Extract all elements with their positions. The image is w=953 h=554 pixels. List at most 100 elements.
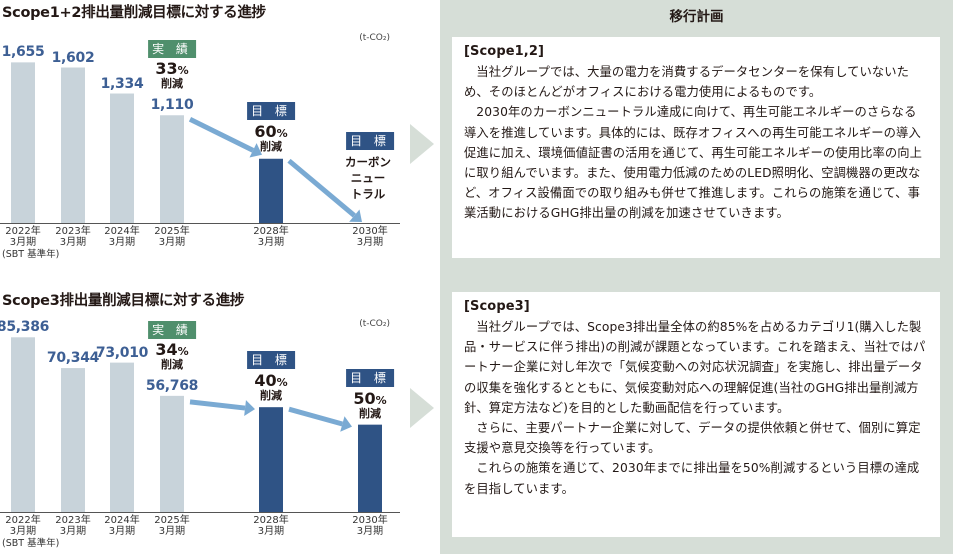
trend-arrow-icon — [188, 117, 262, 158]
chart1-title: Scope1+2排出量削減目標に対する進捗 — [2, 5, 266, 21]
target-reduction-label: 50% 削減 — [353, 390, 386, 421]
x-tick-label: 3月期 — [158, 237, 186, 248]
scope3-chart: (t-CO₂) 実 績 34% 削減 目 標 40% 削減 目 標 50% 削減 (S… — [0, 289, 400, 549]
bar-0 — [11, 62, 35, 223]
x-tick-label: 2028年 — [253, 226, 289, 237]
x-tick: 2030年 3月期 — [352, 226, 387, 248]
sbt-note: (SBT 基準年) — [2, 249, 60, 260]
scope3-plan-box: [Scope3] 当社グループでは、Scope3排出量全体の約85%を占めるカテ… — [452, 292, 940, 537]
bar-2 — [110, 362, 134, 512]
target-badge: 目 標 — [247, 351, 295, 369]
actual-reduction-label: 34% 削減 — [155, 341, 188, 372]
bar-3 — [160, 115, 184, 223]
pct-sign: % — [375, 394, 387, 407]
x-tick: 2030年 3月期 — [352, 515, 387, 537]
pct-sign: % — [177, 64, 189, 77]
chart-canvas — [0, 337, 400, 513]
pct-line: 33% — [155, 60, 188, 77]
pct-line: 34% — [155, 341, 188, 358]
x-tick-label: 3月期 — [356, 526, 384, 537]
chart-canvas — [0, 62, 400, 224]
pct-sign: % — [276, 376, 288, 389]
x-tick: 2025年 3月期 — [154, 226, 189, 248]
trend-arrow-icon — [189, 399, 255, 417]
trend-arrow-icon — [288, 406, 352, 432]
cn-line: ニュー — [350, 171, 386, 185]
value-label: 73,010 — [95, 344, 149, 361]
reduction: 削減 — [259, 389, 282, 402]
plan-title: 移行計画 — [669, 9, 724, 25]
x-tick-label: 3月期 — [59, 237, 87, 248]
x-tick-label: 3月期 — [108, 237, 136, 248]
x-tick: 2025年 3月期 — [154, 515, 189, 537]
scope12-plan-box: [Scope1,2] 当社グループでは、大量の電力を消費するデータセンターを保有… — [452, 37, 940, 258]
target-reduction-label: 60% 削減 — [254, 123, 287, 154]
x-tick-label: 2024年 — [104, 515, 140, 526]
value-label: 1,334 — [100, 75, 144, 92]
sbt-note: (SBT 基準年) — [2, 538, 60, 549]
actual-badge: 実 績 — [148, 321, 196, 339]
value-label: 70,344 — [46, 350, 100, 367]
x-tick-label: 3月期 — [257, 526, 285, 537]
x-tick: 2022年 3月期 — [5, 515, 40, 537]
bar-1 — [61, 67, 85, 223]
cn-line: カーボン — [345, 155, 391, 169]
transition-plan-panel: 移行計画 [Scope1,2] 当社グループでは、大量の電力を消費するデータセン… — [440, 0, 953, 554]
x-tick-label: 2030年 — [352, 226, 388, 237]
paragraph: 2030年のカーボンニュートラル達成に向けて、再生可能エネルギーのさらなる導入を… — [464, 105, 923, 221]
value-label: 56,768 — [145, 377, 199, 394]
actual-badge: 実 績 — [148, 40, 196, 58]
trend-arrow-icon — [287, 158, 362, 222]
x-tick-label: 2028年 — [253, 515, 289, 526]
scope3-heading: [Scope3] — [464, 299, 530, 314]
x-tick-label: 3月期 — [59, 526, 87, 537]
x-tick-label: 2023年 — [55, 226, 91, 237]
reduction: 削減 — [160, 77, 183, 90]
x-tick-label: 2025年 — [154, 515, 190, 526]
x-tick-label: 2022年 — [5, 226, 41, 237]
bar-3 — [160, 395, 184, 512]
cn-line: トラル — [350, 187, 386, 201]
value-label: 1,110 — [150, 97, 194, 114]
paragraph: これらの施策を通じて、2030年までに排出量を50%削減するという目標の達成を目… — [464, 461, 920, 496]
chart2-title: Scope3排出量削減目標に対する進捗 — [2, 293, 245, 309]
x-tick: 2022年 3月期 — [5, 226, 40, 248]
value-label: 1,655 — [1, 44, 45, 61]
target-badge: 目 標 — [346, 369, 394, 387]
pct-line: 40% — [254, 372, 287, 389]
bar-0 — [11, 337, 35, 512]
paragraph: さらに、主要パートナー企業に対して、データの提供依頼と併せて、個別に算定支援や意… — [464, 421, 921, 456]
unit-label: (t-CO₂) — [359, 319, 390, 329]
pct: 40 — [254, 371, 277, 390]
pct: 60 — [254, 122, 277, 141]
x-tick-label: 2025年 — [154, 226, 190, 237]
x-tick-label: 3月期 — [158, 526, 186, 537]
bar-5 — [358, 424, 382, 512]
scope12-chart: (t-CO₂) 実 績 33% 削減 目 標 60% 削減 目 標 カーボン ニュート… — [0, 30, 400, 290]
chevron-right-icon — [410, 388, 434, 428]
x-tick-label: 3月期 — [257, 237, 285, 248]
x-tick-label: 2022年 — [5, 515, 41, 526]
value-label: 85,386 — [0, 319, 50, 336]
carbon-neutral-label: カーボンニュートラル — [345, 154, 391, 202]
x-tick: 2024年 3月期 — [104, 226, 139, 248]
pct: 34 — [155, 340, 178, 359]
x-tick: 2028年 3月期 — [253, 515, 288, 537]
reduction: 削減 — [358, 407, 381, 420]
bar-2 — [110, 93, 134, 223]
x-tick-label: 3月期 — [9, 526, 37, 537]
x-tick-label: 2030年 — [352, 515, 388, 526]
x-tick: 2024年 3月期 — [104, 515, 139, 537]
target-reduction-label: 40% 削減 — [254, 372, 287, 403]
x-tick-label: 3月期 — [9, 237, 37, 248]
pct: 33 — [155, 59, 178, 78]
bar-4 — [259, 158, 283, 223]
value-label: 1,602 — [51, 49, 95, 66]
pct-sign: % — [276, 127, 288, 140]
reduction: 削減 — [259, 140, 282, 153]
x-tick: 2023年 3月期 — [55, 226, 90, 248]
bar-1 — [61, 368, 85, 512]
pct-line: 50% — [353, 390, 386, 407]
pct-sign: % — [177, 345, 189, 358]
unit-label: (t-CO₂) — [359, 33, 390, 43]
